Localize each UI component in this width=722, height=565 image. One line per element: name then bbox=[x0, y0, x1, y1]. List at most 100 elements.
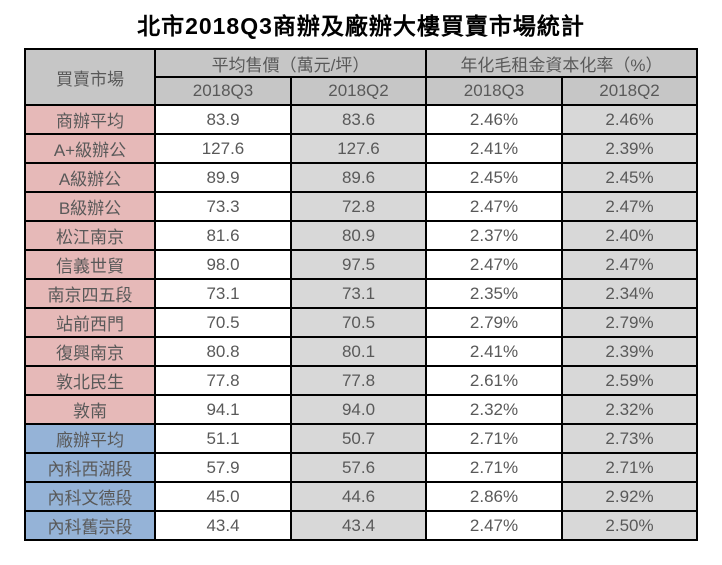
table-row: 商辦平均 83.9 83.6 2.46% 2.46% bbox=[23, 104, 698, 135]
caprate-2018q3-cell: 2.79% bbox=[425, 307, 563, 338]
table-row: 松江南京 81.6 80.9 2.37% 2.40% bbox=[23, 220, 698, 251]
caprate-2018q3-cell: 2.41% bbox=[425, 336, 563, 367]
table-row: 敦北民生 77.8 77.8 2.61% 2.59% bbox=[23, 365, 698, 396]
price-2018q2-cell: 83.6 bbox=[289, 104, 428, 135]
caprate-2018q3-cell: 2.41% bbox=[425, 133, 563, 164]
caprate-2018q2-cell: 2.39% bbox=[561, 336, 698, 367]
column-header-market: 買賣市場 bbox=[23, 48, 156, 106]
price-2018q2-cell: 73.1 bbox=[289, 278, 428, 309]
caprate-2018q3-cell: 2.61% bbox=[425, 365, 563, 396]
caprate-2018q2-cell: 2.47% bbox=[561, 249, 698, 280]
market-cell: 信義世貿 bbox=[23, 249, 156, 280]
price-2018q3-cell: 94.1 bbox=[153, 394, 292, 425]
price-2018q2-cell: 94.0 bbox=[289, 394, 428, 425]
price-2018q3-cell: 77.8 bbox=[153, 365, 292, 396]
price-2018q2-cell: 127.6 bbox=[289, 133, 428, 164]
caprate-2018q2-cell: 2.73% bbox=[561, 423, 698, 454]
price-2018q2-cell: 80.1 bbox=[289, 336, 428, 367]
column-group-average-price: 平均售價（萬元/坪） bbox=[153, 48, 428, 78]
subheader-caprate-2018q2: 2018Q2 bbox=[561, 76, 698, 106]
caprate-2018q3-cell: 2.46% bbox=[425, 104, 563, 135]
market-cell: 內科文德段 bbox=[23, 481, 156, 512]
caprate-2018q2-cell: 2.40% bbox=[561, 220, 698, 251]
table-row: 復興南京 80.8 80.1 2.41% 2.39% bbox=[23, 336, 698, 367]
price-2018q3-cell: 98.0 bbox=[153, 249, 292, 280]
caprate-2018q2-cell: 2.32% bbox=[561, 394, 698, 425]
price-2018q3-cell: 51.1 bbox=[153, 423, 292, 454]
caprate-2018q2-cell: 2.59% bbox=[561, 365, 698, 396]
price-2018q3-cell: 83.9 bbox=[153, 104, 292, 135]
column-group-cap-rate: 年化毛租金資本化率（%） bbox=[425, 48, 698, 78]
market-cell: 松江南京 bbox=[23, 220, 156, 251]
price-2018q3-cell: 45.0 bbox=[153, 481, 292, 512]
table-row: A+級辦公 127.6 127.6 2.41% 2.39% bbox=[23, 133, 698, 164]
header-row-quarters: 2018Q3 2018Q2 2018Q3 2018Q2 bbox=[25, 76, 698, 106]
caprate-2018q2-cell: 2.50% bbox=[561, 510, 698, 541]
caprate-2018q3-cell: 2.47% bbox=[425, 249, 563, 280]
price-2018q2-cell: 70.5 bbox=[289, 307, 428, 338]
caprate-2018q2-cell: 2.71% bbox=[561, 452, 698, 483]
price-2018q2-cell: 44.6 bbox=[289, 481, 428, 512]
price-2018q3-cell: 57.9 bbox=[153, 452, 292, 483]
caprate-2018q3-cell: 2.47% bbox=[425, 191, 563, 222]
caprate-2018q2-cell: 2.47% bbox=[561, 191, 698, 222]
price-2018q3-cell: 80.8 bbox=[153, 336, 292, 367]
caprate-2018q2-cell: 2.34% bbox=[561, 278, 698, 309]
price-2018q2-cell: 50.7 bbox=[289, 423, 428, 454]
caprate-2018q3-cell: 2.71% bbox=[425, 452, 563, 483]
caprate-2018q3-cell: 2.71% bbox=[425, 423, 563, 454]
caprate-2018q3-cell: 2.37% bbox=[425, 220, 563, 251]
subheader-price-2018q3: 2018Q3 bbox=[153, 76, 292, 106]
price-2018q3-cell: 73.3 bbox=[153, 191, 292, 222]
table-row: A級辦公 89.9 89.6 2.45% 2.45% bbox=[23, 162, 698, 193]
market-cell: A+級辦公 bbox=[23, 133, 156, 164]
price-2018q3-cell: 43.4 bbox=[153, 510, 292, 541]
market-cell: 內科舊宗段 bbox=[23, 510, 156, 541]
price-2018q2-cell: 80.9 bbox=[289, 220, 428, 251]
caprate-2018q2-cell: 2.39% bbox=[561, 133, 698, 164]
caprate-2018q3-cell: 2.86% bbox=[425, 481, 563, 512]
price-2018q2-cell: 43.4 bbox=[289, 510, 428, 541]
market-cell: 內科西湖段 bbox=[23, 452, 156, 483]
page: 北市2018Q3商辦及廠辦大樓買賣市場統計 買賣市場 平均售價（萬元/坪） 年化… bbox=[0, 7, 722, 541]
price-2018q3-cell: 70.5 bbox=[153, 307, 292, 338]
market-cell: 復興南京 bbox=[23, 336, 156, 367]
market-cell: 南京四五段 bbox=[23, 278, 156, 309]
market-cell: B級辦公 bbox=[23, 191, 156, 222]
caprate-2018q3-cell: 2.35% bbox=[425, 278, 563, 309]
market-cell: 敦南 bbox=[23, 394, 156, 425]
header-row-groups: 買賣市場 平均售價（萬元/坪） 年化毛租金資本化率（%） bbox=[23, 48, 698, 106]
market-cell: 站前西門 bbox=[23, 307, 156, 338]
caprate-2018q3-cell: 2.47% bbox=[425, 510, 563, 541]
caprate-2018q2-cell: 2.79% bbox=[561, 307, 698, 338]
price-2018q3-cell: 73.1 bbox=[153, 278, 292, 309]
market-cell: 廠辦平均 bbox=[23, 423, 156, 454]
caprate-2018q3-cell: 2.45% bbox=[425, 162, 563, 193]
table-header: 買賣市場 平均售價（萬元/坪） 年化毛租金資本化率（%） 2018Q3 2018… bbox=[23, 48, 698, 106]
table-row: 南京四五段 73.1 73.1 2.35% 2.34% bbox=[23, 278, 698, 309]
page-title: 北市2018Q3商辦及廠辦大樓買賣市場統計 bbox=[137, 13, 585, 39]
table-row: 內科西湖段 57.9 57.6 2.71% 2.71% bbox=[23, 452, 698, 483]
subheader-caprate-2018q3: 2018Q3 bbox=[425, 76, 563, 106]
table-row: 敦南 94.1 94.0 2.32% 2.32% bbox=[23, 394, 698, 425]
market-cell: 商辦平均 bbox=[23, 104, 156, 135]
price-2018q2-cell: 77.8 bbox=[289, 365, 428, 396]
market-stats-table: 買賣市場 平均售價（萬元/坪） 年化毛租金資本化率（%） 2018Q3 2018… bbox=[23, 48, 698, 541]
table-row: 內科文德段 45.0 44.6 2.86% 2.92% bbox=[23, 481, 698, 512]
price-2018q3-cell: 81.6 bbox=[153, 220, 292, 251]
caprate-2018q3-cell: 2.32% bbox=[425, 394, 563, 425]
market-cell: A級辦公 bbox=[23, 162, 156, 193]
table-row: 內科舊宗段 43.4 43.4 2.47% 2.50% bbox=[23, 510, 698, 541]
price-2018q3-cell: 89.9 bbox=[153, 162, 292, 193]
table-row: 站前西門 70.5 70.5 2.79% 2.79% bbox=[23, 307, 698, 338]
table-row: 廠辦平均 51.1 50.7 2.71% 2.73% bbox=[23, 423, 698, 454]
caprate-2018q2-cell: 2.45% bbox=[561, 162, 698, 193]
table-row: 信義世貿 98.0 97.5 2.47% 2.47% bbox=[23, 249, 698, 280]
price-2018q3-cell: 127.6 bbox=[153, 133, 292, 164]
table-row: B級辦公 73.3 72.8 2.47% 2.47% bbox=[23, 191, 698, 222]
price-2018q2-cell: 72.8 bbox=[289, 191, 428, 222]
caprate-2018q2-cell: 2.92% bbox=[561, 481, 698, 512]
market-cell: 敦北民生 bbox=[23, 365, 156, 396]
price-2018q2-cell: 57.6 bbox=[289, 452, 428, 483]
price-2018q2-cell: 97.5 bbox=[289, 249, 428, 280]
